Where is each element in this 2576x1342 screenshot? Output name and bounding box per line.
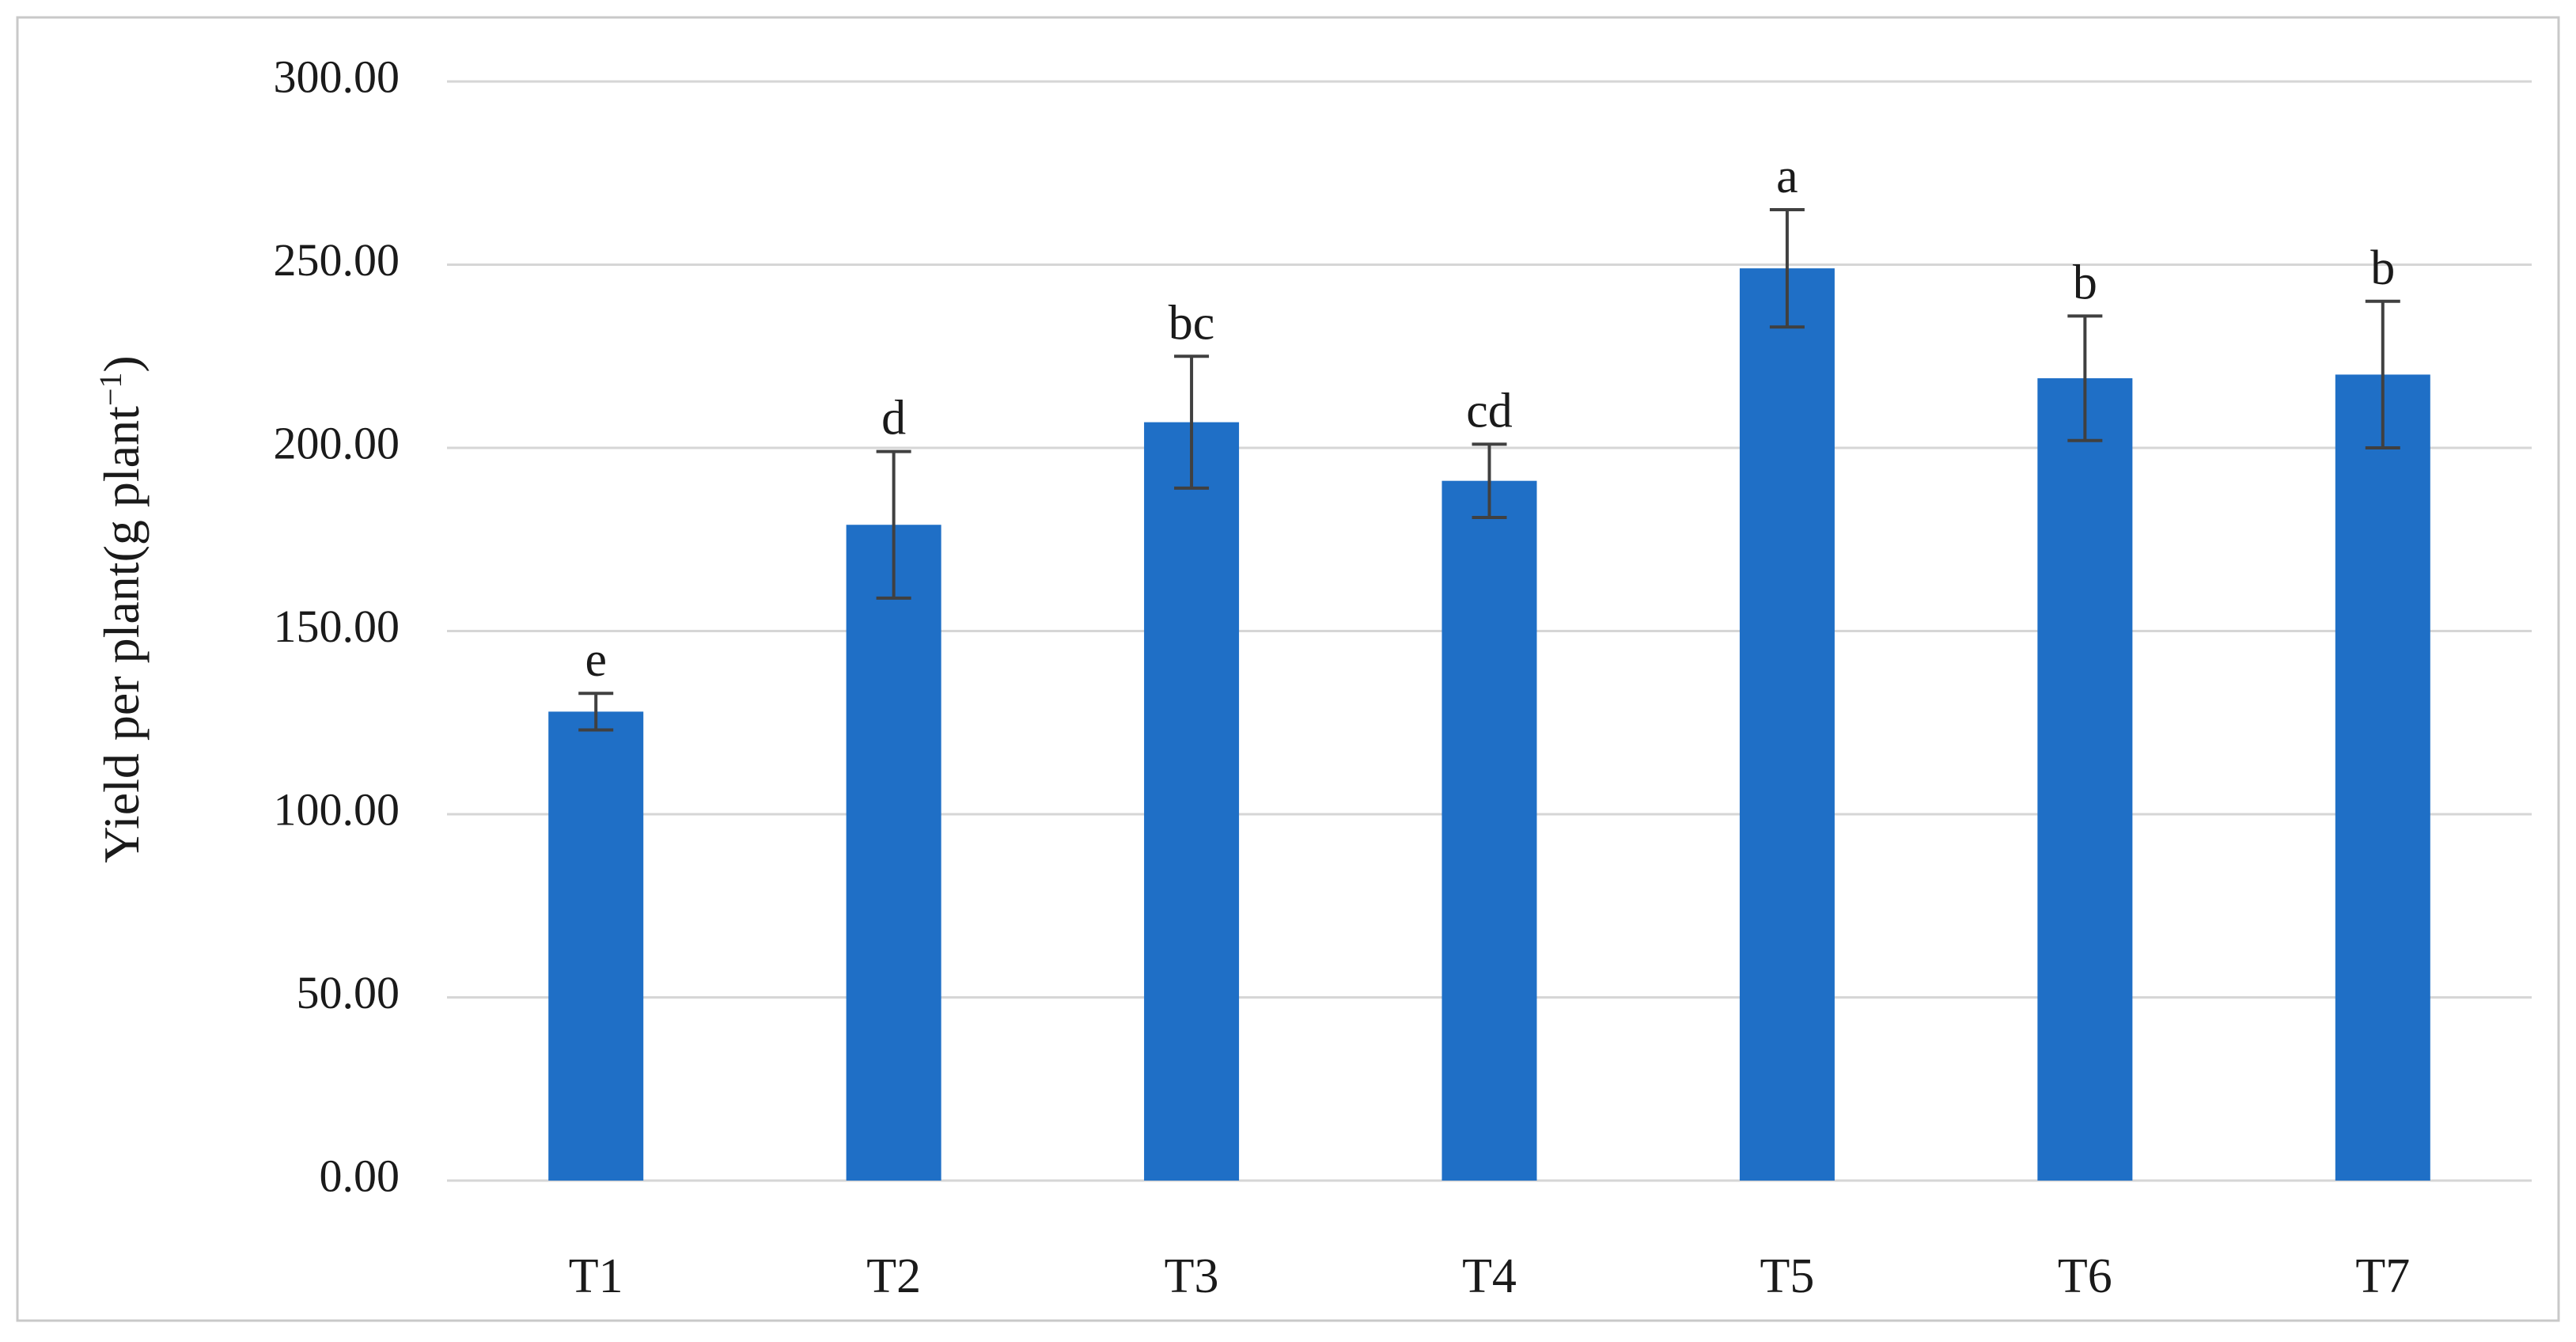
y-axis-label-close: ) (93, 355, 150, 372)
y-tick-label: 150.00 (274, 601, 400, 652)
error-bars (578, 208, 2400, 732)
bar-t1 (548, 711, 644, 1181)
bar-t6 (2037, 378, 2133, 1181)
y-tick-label: 100.00 (274, 783, 400, 835)
x-tick-label: T1 (569, 1249, 623, 1303)
x-tick-label: T7 (2355, 1249, 2410, 1303)
y-axis-label-main: Yield per plant(g plant (93, 406, 150, 863)
x-tick-label: T6 (2058, 1249, 2112, 1303)
bar-t5 (1739, 268, 1835, 1181)
y-tick-label: 200.00 (274, 417, 400, 468)
x-tick-label: T4 (1462, 1249, 1517, 1303)
error-bar-t2 (876, 449, 911, 600)
significance-label-t6: b (2073, 256, 2097, 309)
chart-frame (16, 16, 2560, 1322)
significance-labels: e d bc cd a b b (585, 150, 2395, 687)
y-axis-label: Yield per plant(g plant−1) (93, 355, 150, 863)
bar-t7 (2335, 374, 2430, 1181)
x-tick-label: T2 (866, 1249, 921, 1303)
significance-label-t2: d (881, 392, 906, 445)
significance-label-t7: b (2370, 241, 2395, 295)
significance-label-t3: bc (1169, 296, 1215, 350)
bar-t3 (1144, 422, 1240, 1181)
bar-t4 (1441, 480, 1537, 1181)
significance-label-t5: a (1776, 150, 1798, 203)
error-bar-t6 (2067, 314, 2103, 442)
y-tick-label: 0.00 (320, 1150, 400, 1201)
y-tick-label: 250.00 (274, 234, 400, 286)
x-tick-label: T3 (1165, 1249, 1219, 1303)
y-tick-label: 300.00 (274, 51, 400, 102)
significance-label-t1: e (585, 633, 607, 687)
significance-label-t4: cd (1466, 384, 1513, 438)
error-bar-t3 (1174, 354, 1210, 490)
bars (548, 268, 2430, 1181)
x-tick-label: T5 (1760, 1249, 1814, 1303)
x-axis-ticks: T1 T2 T3 T4 T5 T6 T7 (569, 1249, 2410, 1303)
y-axis-label-superscript: −1 (93, 373, 128, 407)
y-tick-label: 50.00 (297, 967, 400, 1018)
error-bar-t1 (578, 692, 614, 732)
error-bar-t4 (1472, 442, 1507, 519)
error-bar-t7 (2365, 299, 2400, 449)
y-axis-ticks: 0.00 50.00 100.00 150.00 200.00 250.00 300.00 (274, 51, 400, 1201)
bar-t2 (846, 525, 941, 1181)
error-bar-t5 (1769, 208, 1805, 329)
